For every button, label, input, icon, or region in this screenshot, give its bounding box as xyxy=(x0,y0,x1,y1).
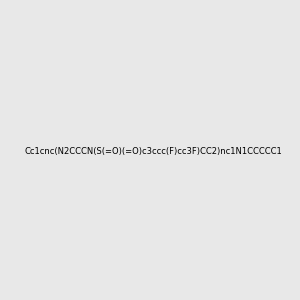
Text: Cc1cnc(N2CCCN(S(=O)(=O)c3ccc(F)cc3F)CC2)nc1N1CCCCC1: Cc1cnc(N2CCCN(S(=O)(=O)c3ccc(F)cc3F)CC2)… xyxy=(25,147,283,156)
